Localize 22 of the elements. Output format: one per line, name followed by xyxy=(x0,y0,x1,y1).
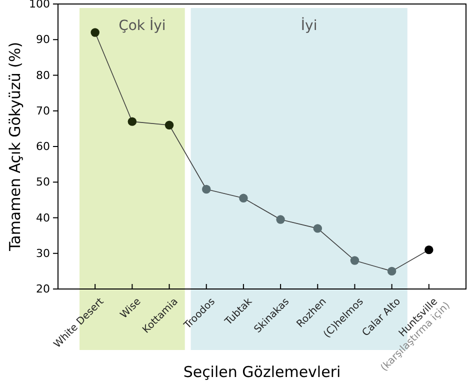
band-label: Çok İyi xyxy=(118,17,166,34)
point xyxy=(387,266,396,276)
y-tick-label: 90 xyxy=(36,33,50,46)
y-tick-label: 80 xyxy=(36,68,50,82)
point xyxy=(128,117,137,126)
y-tick-label: 20 xyxy=(36,282,50,296)
y-tick-label: 60 xyxy=(36,140,50,154)
point xyxy=(276,215,285,224)
y-axis-title: Tamamen Açık Gökyüzü (%) xyxy=(6,42,24,252)
y-tick-label: 50 xyxy=(36,176,50,189)
point xyxy=(164,120,174,130)
point xyxy=(239,194,248,203)
y-tick-label: 70 xyxy=(36,104,50,118)
x-axis-title: Seçilen Gözlemevleri xyxy=(183,363,341,381)
point xyxy=(90,28,100,37)
point xyxy=(313,224,322,233)
point xyxy=(350,256,360,265)
y-tick-label: 40 xyxy=(36,211,50,224)
band-label: İyi xyxy=(300,17,318,34)
point xyxy=(202,184,211,194)
y-tick-label: 30 xyxy=(36,246,50,260)
point xyxy=(424,245,434,254)
